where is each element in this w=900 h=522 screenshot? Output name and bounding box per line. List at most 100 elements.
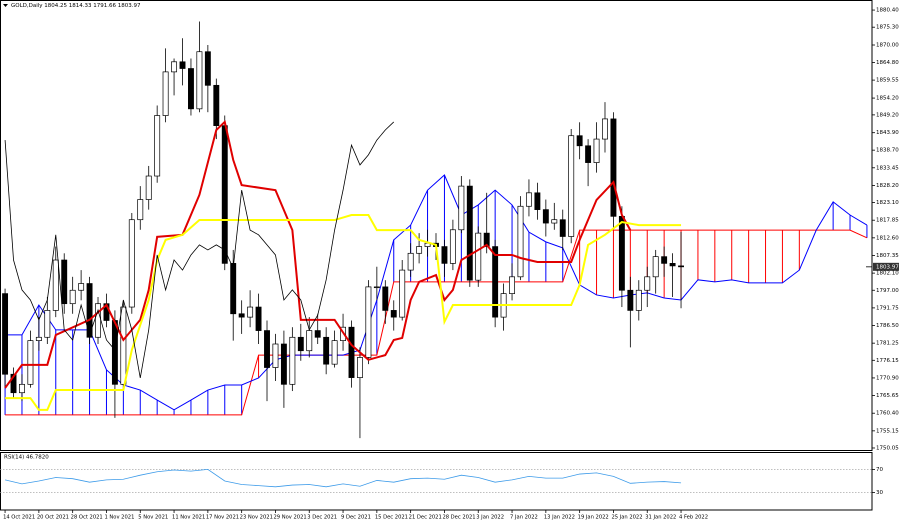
candle-body xyxy=(635,289,642,311)
y-tick-label: 1817.85 xyxy=(876,218,899,224)
x-tick-label: 20 Oct 2021 xyxy=(37,515,69,521)
candle-body xyxy=(145,175,152,200)
candle-body xyxy=(179,61,186,69)
candle-body xyxy=(466,185,473,281)
candle-body xyxy=(416,246,423,254)
rsi-line xyxy=(4,468,682,488)
x-tick-label: 13 Jan 2022 xyxy=(544,515,575,521)
candle-body xyxy=(255,306,262,331)
candle-body xyxy=(111,320,118,385)
y-tick-label: 1812.60 xyxy=(876,235,899,241)
y-tick-label: 1864.80 xyxy=(876,60,899,66)
y-tick-label: 1875.30 xyxy=(876,25,899,31)
candle-body xyxy=(517,205,524,278)
rsi-panel-border xyxy=(0,452,873,511)
x-tick-label: 17 Nov 2021 xyxy=(206,515,239,521)
candle-body xyxy=(399,269,406,318)
candle-body xyxy=(652,256,659,278)
candle-body xyxy=(120,306,127,385)
candle-body xyxy=(52,259,59,311)
y-tick-label: 1854.20 xyxy=(876,96,899,102)
candle-body xyxy=(568,135,575,237)
candle-body xyxy=(289,336,296,385)
x-tick-label: 28 Oct 2021 xyxy=(71,515,103,521)
candle-body xyxy=(669,263,676,267)
indicator-line xyxy=(4,121,395,379)
candle-body xyxy=(27,340,34,385)
candle-body xyxy=(137,199,144,221)
y-tick-label: 1755.15 xyxy=(876,428,899,434)
chart-header: GOLD,Daily 1804.25 1814.33 1791.66 1803.… xyxy=(11,3,141,9)
candle-body xyxy=(78,283,85,291)
candle-body xyxy=(551,219,558,224)
candle-body xyxy=(44,310,51,338)
y-tick-label: 1750.05 xyxy=(876,445,899,451)
candle-body xyxy=(449,229,456,264)
candle-body xyxy=(154,115,161,177)
candle-body xyxy=(230,263,237,315)
candle-body xyxy=(509,276,515,294)
candle-body xyxy=(357,357,363,378)
x-tick-label: 29 Nov 2021 xyxy=(273,515,306,521)
candle-body xyxy=(323,336,330,365)
candle-body xyxy=(678,265,684,268)
candle-body xyxy=(483,232,490,247)
y-tick-label: 1797.00 xyxy=(876,288,899,294)
y-tick-label: 1833.45 xyxy=(876,165,899,171)
candle-body xyxy=(247,306,254,318)
x-tick-label: 15 Dec 2021 xyxy=(375,515,408,521)
senkou-span-a xyxy=(5,174,868,411)
senkou-span-b xyxy=(5,229,868,416)
y-tick-label: 1843.90 xyxy=(876,130,899,136)
candle-body xyxy=(348,326,355,378)
candle-body xyxy=(10,373,17,394)
candle-body xyxy=(95,303,101,338)
y-tick-label: 1776.15 xyxy=(876,358,899,364)
candle-body xyxy=(602,118,608,140)
candle-body xyxy=(610,118,617,217)
candle-body xyxy=(128,219,135,308)
y-tick-label: 1765.65 xyxy=(876,393,899,399)
candle-body xyxy=(585,145,592,163)
y-tick-label: 70 xyxy=(876,467,883,473)
candle-body xyxy=(373,286,380,289)
x-tick-label: 28 Dec 2021 xyxy=(442,515,475,521)
candle-body xyxy=(297,336,304,352)
y-tick-label: 1802.10 xyxy=(876,271,899,277)
x-tick-label: 4 Feb 2022 xyxy=(679,515,708,521)
y-tick-label: 1880.40 xyxy=(876,8,899,14)
x-tick-label: 5 Nov 2021 xyxy=(138,515,168,521)
candle-body xyxy=(162,71,169,116)
candle-body xyxy=(644,276,651,291)
candle-body xyxy=(61,259,68,305)
y-tick-label: 1786.50 xyxy=(876,323,899,329)
candle-body xyxy=(86,283,93,338)
candle-body xyxy=(390,310,397,318)
x-tick-label: 11 Nov 2021 xyxy=(172,515,205,521)
candle-body xyxy=(576,135,583,147)
candle-body xyxy=(593,138,600,163)
candle-body xyxy=(542,209,549,224)
y-tick-label: 1828.20 xyxy=(876,183,899,189)
candle-body xyxy=(441,246,448,264)
x-tick-label: 21 Dec 2021 xyxy=(409,515,442,521)
candle-body xyxy=(280,343,287,385)
candle-body xyxy=(306,330,313,352)
indicator-line xyxy=(5,214,682,411)
candle-body xyxy=(627,289,634,311)
candle-body xyxy=(238,313,245,318)
y-tick-label: 30 xyxy=(876,490,883,496)
candle-body xyxy=(525,192,532,207)
candle-body xyxy=(475,232,482,281)
y-tick-label: 1770.90 xyxy=(876,375,899,381)
x-tick-label: 31 Jan 2022 xyxy=(645,515,676,521)
x-tick-label: 1 Nov 2021 xyxy=(104,515,134,521)
y-tick-label: 1838.70 xyxy=(876,148,899,154)
candle-body xyxy=(204,51,211,86)
candle-body xyxy=(365,286,372,358)
candle-body xyxy=(492,246,499,318)
candle-body xyxy=(272,343,279,368)
indicator-line xyxy=(4,119,632,389)
y-tick-label: 1760.40 xyxy=(876,411,899,417)
